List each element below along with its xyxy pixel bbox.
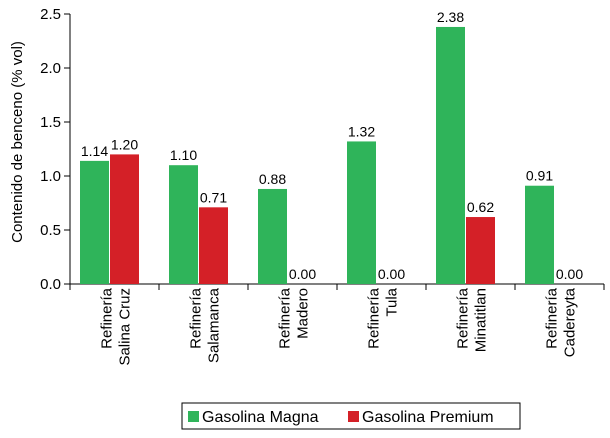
bar xyxy=(258,188,287,284)
legend-label: Gasolina Premium xyxy=(362,409,494,426)
data-label: 1.20 xyxy=(111,136,138,152)
x-category-label: Cadereyta xyxy=(562,287,579,357)
y-tick-label: 1.0 xyxy=(40,168,61,185)
data-label: 0.00 xyxy=(378,266,405,282)
legend-label: Gasolina Magna xyxy=(202,409,319,426)
bar xyxy=(110,154,139,284)
data-label: 0.00 xyxy=(289,266,316,282)
data-label: 2.38 xyxy=(437,9,464,25)
y-axis-title: Contenido de benceno (% vol) xyxy=(9,41,26,243)
y-tick-label: 0.0 xyxy=(40,276,61,293)
data-label: 0.91 xyxy=(526,168,553,184)
data-label: 1.32 xyxy=(348,123,375,139)
bar xyxy=(169,165,198,284)
x-category-label: Refinería xyxy=(544,287,561,349)
bar xyxy=(466,217,495,284)
bar xyxy=(199,207,228,284)
x-category-label: Salamanca xyxy=(206,287,223,363)
x-category-label: Refinería xyxy=(455,287,472,349)
x-category-label: Refinería xyxy=(188,287,205,349)
y-tick-label: 0.5 xyxy=(40,222,61,239)
legend-swatch xyxy=(188,411,199,422)
x-category-label: Minatitlan xyxy=(473,288,490,352)
data-label: 1.10 xyxy=(170,147,197,163)
x-category-label: Tula xyxy=(384,287,401,316)
x-category-label: Madero xyxy=(295,288,312,339)
y-tick-label: 2.0 xyxy=(40,60,61,77)
data-label: 0.00 xyxy=(556,266,583,282)
data-label: 0.62 xyxy=(467,199,494,215)
data-label: 0.88 xyxy=(259,171,286,187)
x-category-label: Salina Cruz xyxy=(117,288,134,366)
data-label: 0.71 xyxy=(200,189,227,205)
bar xyxy=(525,185,554,284)
bar xyxy=(347,141,376,284)
y-tick-label: 2.5 xyxy=(40,6,61,23)
y-tick-label: 1.5 xyxy=(40,114,61,131)
legend-swatch xyxy=(348,411,359,422)
x-category-label: Refinería xyxy=(277,287,294,349)
bar xyxy=(436,26,465,285)
x-category-label: Refinería xyxy=(366,287,383,349)
bar xyxy=(80,160,109,284)
x-category-label: Refinería xyxy=(99,287,116,349)
data-label: 1.14 xyxy=(81,143,108,159)
